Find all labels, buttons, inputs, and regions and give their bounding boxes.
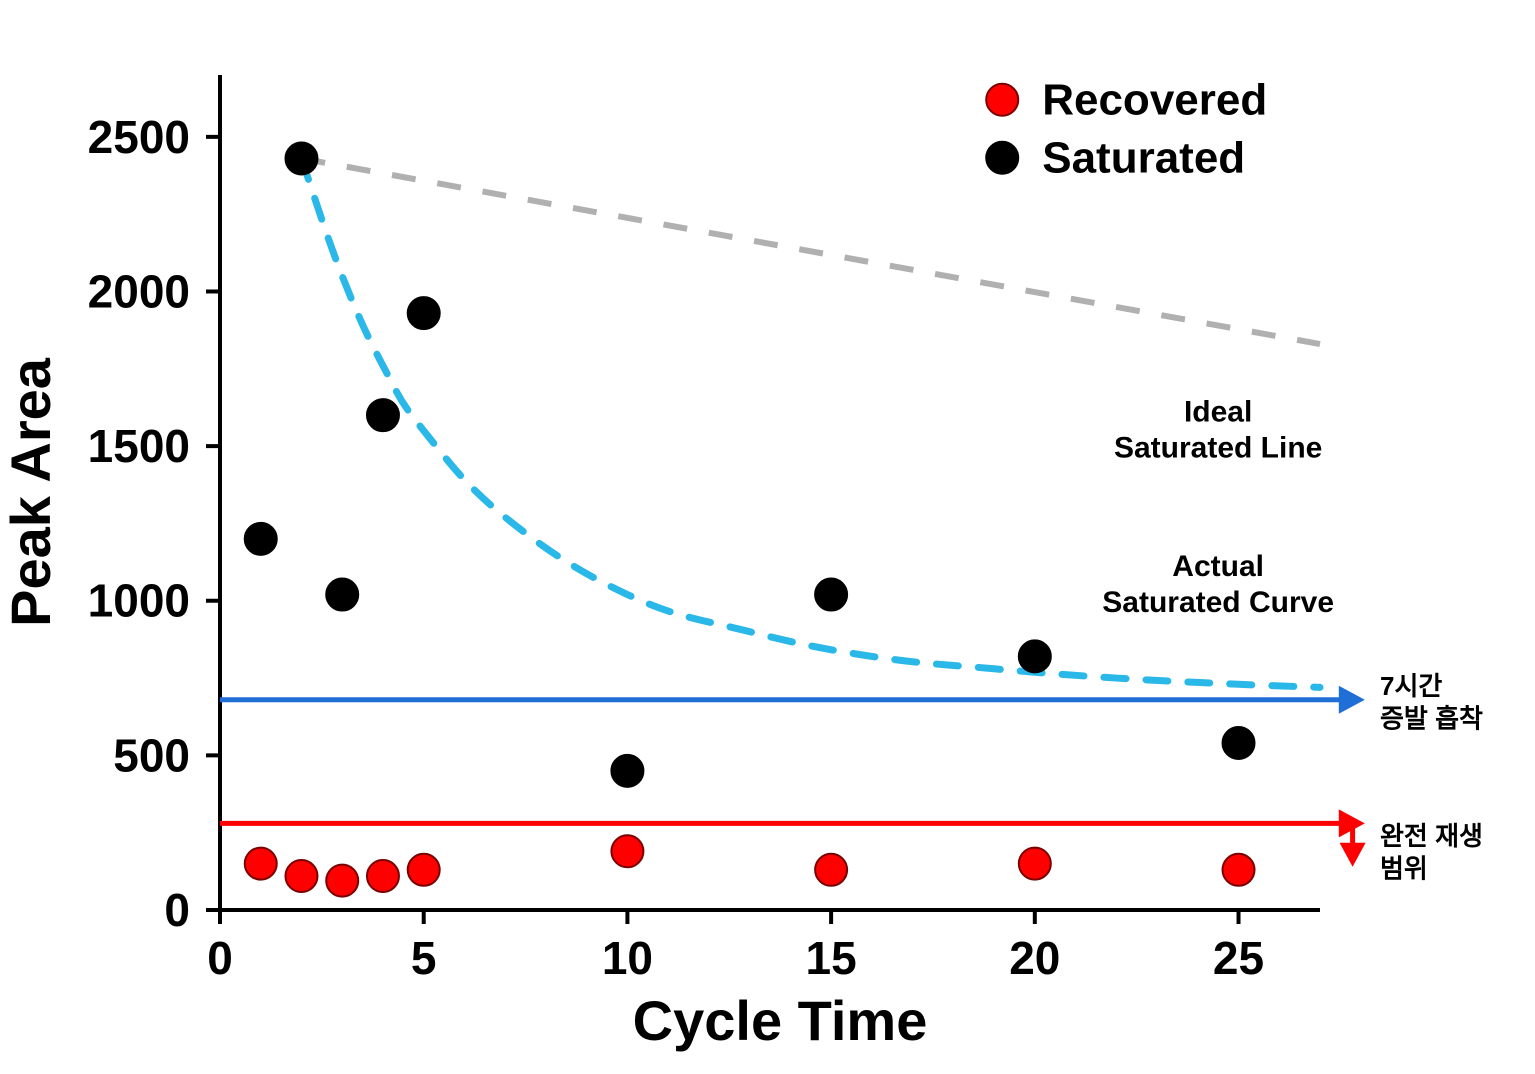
saturated-point [1019,640,1051,672]
side-label-red: 완전 재생 [1380,821,1483,851]
side-label-blue: 증발 흡착 [1380,704,1483,734]
y-tick-label: 1500 [88,420,190,472]
recovered-point [1019,848,1051,880]
recovered-point [285,860,317,892]
y-tick-label: 0 [164,884,190,936]
chart-background [0,0,1535,1074]
saturated-point [408,297,440,329]
chart-container: 0 5 10 15 20 25 0 500 1000 1500 2000 2500 Cycle Time… [0,0,1535,1074]
y-tick-label: 1000 [88,575,190,627]
saturated-point [367,399,399,431]
x-tick-label: 10 [602,932,653,984]
x-tick-label: 20 [1009,932,1060,984]
y-tick-label: 2500 [88,111,190,163]
y-axis-label: Peak Area [0,357,62,627]
recovered-point [815,854,847,886]
recovered-point [408,854,440,886]
legend-marker [986,84,1018,116]
recovered-point [326,865,358,897]
saturated-point [1223,727,1255,759]
side-label-blue: 7시간 [1380,671,1442,701]
y-tick-label: 500 [113,729,190,781]
saturated-point [285,143,317,175]
x-tick-label: 0 [207,932,233,984]
saturated-point [815,579,847,611]
legend-label: Saturated [1042,134,1245,183]
ideal-annotation: Ideal [1184,395,1252,428]
actual-annotation: Actual [1172,550,1264,583]
y-tick-label: 2000 [88,265,190,317]
legend-marker [986,142,1018,174]
side-label-red: 범위 [1380,854,1428,884]
scatter-chart: 0 5 10 15 20 25 0 500 1000 1500 2000 2500 Cycle Time… [0,0,1535,1074]
saturated-point [326,579,358,611]
x-tick-label: 5 [411,932,437,984]
x-tick-label: 25 [1213,932,1264,984]
recovered-point [1223,854,1255,886]
saturated-point [245,523,277,555]
recovered-point [367,860,399,892]
x-axis-label: Cycle Time [633,989,928,1052]
legend-label: Recovered [1042,76,1267,125]
recovered-point [611,835,643,867]
recovered-point [245,848,277,880]
x-tick-label: 15 [806,932,857,984]
ideal-annotation: Saturated Line [1114,431,1322,464]
saturated-point [611,755,643,787]
actual-annotation: Saturated Curve [1102,586,1334,619]
